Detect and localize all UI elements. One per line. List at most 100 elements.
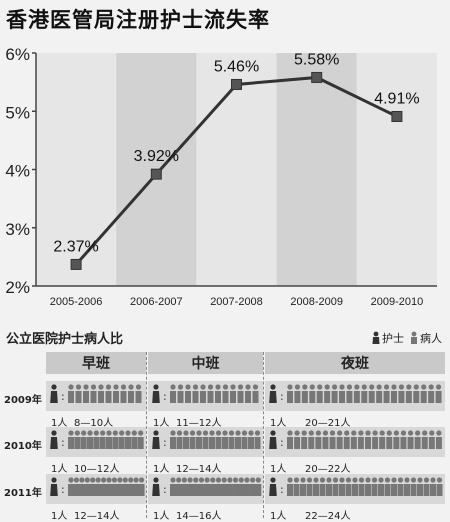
- nurse-count: 1人: [270, 418, 287, 429]
- nurse-icon: [152, 384, 160, 403]
- ratio-colon: :: [61, 436, 65, 449]
- patient-icon: [176, 430, 183, 449]
- ratio-cell: : 1人 8—10人: [46, 381, 146, 429]
- patient-icon: [116, 477, 123, 496]
- row-year-label: 2011年: [4, 488, 42, 499]
- patient-icon: [98, 384, 104, 403]
- nurse-icon: [269, 430, 277, 449]
- patient-icon: [287, 430, 293, 449]
- y-tick-label: 4%: [5, 162, 30, 181]
- ratio-cell: : 1人 14—16人: [148, 474, 263, 522]
- patient-icon: [198, 477, 205, 496]
- patient-icon: [245, 384, 251, 403]
- patient-icon: [215, 477, 222, 496]
- pictogram: :: [152, 430, 261, 449]
- patient-icon: [400, 430, 407, 449]
- shift-header-morning: 早班: [46, 352, 146, 374]
- patient-icon: [75, 384, 82, 403]
- nurse-count: 1人: [51, 418, 68, 429]
- data-label: 2.37%: [53, 238, 98, 255]
- ratio-cell: : 1人 11—12人: [148, 381, 263, 429]
- patient-icon: [99, 430, 106, 449]
- patient-count: 20—22人: [305, 464, 351, 475]
- patient-icon: [230, 384, 236, 403]
- patient-icon: [398, 384, 405, 403]
- patient-icon: [326, 477, 332, 496]
- patient-icon: [414, 430, 421, 449]
- patient-icon: [300, 477, 306, 496]
- patient-icon: [192, 384, 199, 403]
- patient-icon: [68, 384, 74, 403]
- patient-count: 12—14人: [176, 464, 222, 475]
- patient-icon: [391, 384, 397, 403]
- patient-icon: [202, 430, 209, 449]
- patient-icon: [255, 477, 262, 496]
- patient-icon: [87, 430, 93, 449]
- row-year-label: 2009年: [4, 395, 42, 406]
- pictogram: :: [50, 384, 142, 403]
- patient-icon: [111, 477, 118, 496]
- patient-icon: [423, 477, 430, 496]
- patient-icon: [308, 430, 315, 449]
- patient-icon: [215, 384, 221, 403]
- patient-icon: [133, 477, 140, 496]
- patient-icon: [315, 430, 322, 449]
- patient-count: 11—12人: [176, 418, 222, 429]
- legend-nurse: 护士: [372, 330, 404, 346]
- nurse-count: 1人: [153, 418, 170, 429]
- y-tick-label: 3%: [5, 220, 30, 239]
- patient-icon: [301, 430, 308, 449]
- patient-icon: [420, 384, 427, 403]
- row-year-label: 2010年: [4, 441, 42, 452]
- patient-icon: [372, 430, 379, 449]
- patient-icon: [393, 430, 400, 449]
- patient-icon: [294, 430, 301, 449]
- patient-icon: [222, 384, 229, 403]
- patient-icon: [183, 430, 189, 449]
- patient-icon: [378, 477, 384, 496]
- patient-icon: [361, 384, 368, 403]
- patient-icon: [319, 477, 326, 496]
- ratio-colon: :: [163, 390, 167, 403]
- patient-icon: [215, 430, 222, 449]
- ratio-section-title: 公立医院护士病人比: [6, 332, 124, 347]
- patient-icon: [379, 430, 386, 449]
- patient-icon: [346, 384, 353, 403]
- patient-icon: [254, 430, 261, 449]
- patient-icon: [106, 477, 112, 496]
- nurse-count: 1人: [51, 464, 68, 475]
- y-tick-label: 6%: [5, 45, 30, 64]
- patient-icon: [95, 477, 102, 496]
- patient-icon: [192, 477, 199, 496]
- patient-icon: [170, 384, 176, 403]
- patient-icon: [232, 477, 239, 496]
- x-tick-label: 2008-2009: [290, 296, 343, 308]
- patient-icon: [90, 384, 97, 403]
- patient-icon: [417, 477, 423, 496]
- patient-icon: [352, 477, 358, 496]
- patient-icon: [365, 477, 371, 496]
- patient-icon: [428, 430, 435, 449]
- patient-icon: [74, 430, 81, 449]
- patient-icon: [332, 477, 339, 496]
- patient-count: 22—24人: [305, 511, 351, 522]
- data-point: [311, 71, 323, 83]
- patient-icon: [209, 477, 216, 496]
- patient-icon: [313, 477, 319, 496]
- patient-icon: [404, 477, 410, 496]
- pictogram: :: [269, 430, 442, 449]
- nurse-icon: [269, 477, 277, 496]
- patient-icon: [430, 477, 436, 496]
- patient-icon: [410, 477, 417, 496]
- patient-icon: [209, 430, 215, 449]
- patient-icon: [238, 477, 245, 496]
- patient-icon: [249, 477, 256, 496]
- ratio-colon: :: [61, 483, 65, 496]
- pictogram: :: [152, 384, 259, 403]
- category-band: [196, 53, 277, 286]
- nurse-count: 1人: [51, 511, 68, 522]
- patient-icon: [350, 430, 357, 449]
- patient-icon: [421, 430, 428, 449]
- patient-icon: [204, 477, 211, 496]
- patient-icon: [339, 477, 345, 496]
